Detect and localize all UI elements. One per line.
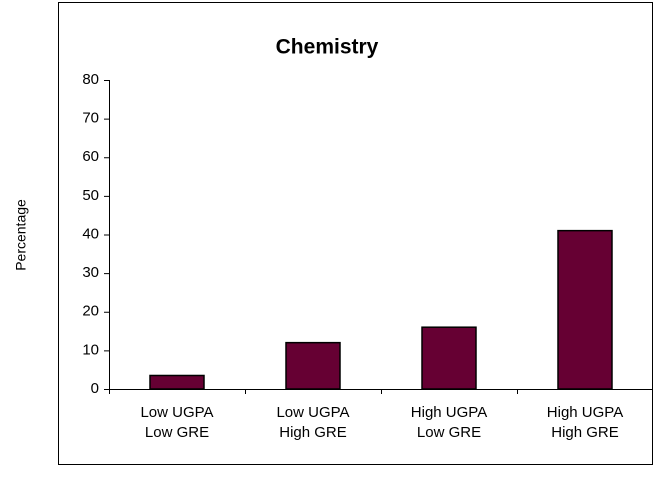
x-tick-label: High GRE (551, 424, 619, 441)
bar (149, 374, 205, 390)
x-tick-label: Low GRE (417, 424, 481, 441)
x-tick-label: Low UGPA (276, 404, 349, 421)
bar (557, 229, 613, 390)
chart-border (58, 2, 653, 465)
x-tick-label: High GRE (279, 424, 347, 441)
bar (421, 326, 477, 390)
chart-title: Chemistry (276, 36, 379, 59)
y-tick-label: 10 (82, 341, 99, 358)
y-tick-label: 50 (82, 187, 99, 204)
y-tick-label: 40 (82, 225, 99, 242)
y-tick-label: 30 (82, 264, 99, 281)
y-tick-label: 20 (82, 303, 99, 320)
x-tick-label: Low UGPA (140, 404, 213, 421)
x-tick-label: High UGPA (547, 404, 623, 421)
y-axis-label: Percentage (13, 199, 29, 271)
x-tick-label: Low GRE (145, 424, 209, 441)
y-tick-label: 70 (82, 110, 99, 127)
bar (285, 341, 341, 390)
y-tick-label: 0 (91, 380, 99, 397)
y-tick-label: 80 (82, 71, 99, 88)
x-tick-label: High UGPA (411, 404, 487, 421)
y-tick-label: 60 (82, 148, 99, 165)
